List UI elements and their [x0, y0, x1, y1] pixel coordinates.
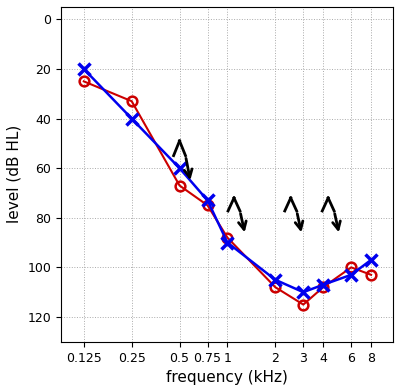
Y-axis label: level (dB HL): level (dB HL): [7, 125, 22, 223]
X-axis label: frequency (kHz): frequency (kHz): [166, 370, 288, 385]
